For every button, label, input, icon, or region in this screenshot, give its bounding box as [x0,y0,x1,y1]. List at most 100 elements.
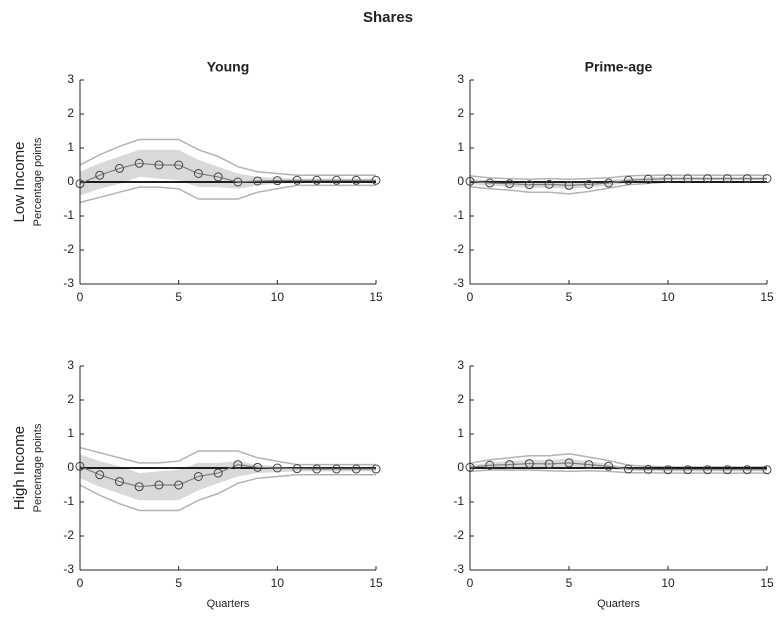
confidence-band [80,454,376,501]
estimate-point [663,174,673,184]
x-tick-label: 5 [566,290,573,304]
x-tick-label: 0 [77,290,84,304]
estimate-point [134,482,144,492]
y-axis-label: Percentage points [32,137,44,226]
estimate-point [584,179,594,189]
estimate-point [663,465,673,475]
y-tick-label: -1 [63,208,74,222]
x-tick-label: 10 [271,576,285,590]
estimate-point [623,464,633,474]
y-tick-label: -1 [453,208,464,222]
y-tick-label: -2 [453,528,464,542]
y-tick-label: -2 [63,528,74,542]
outer-bound [79,184,376,204]
y-tick-label: 2 [457,392,464,406]
y-tick-label: 0 [67,460,74,474]
estimate-point [312,464,322,474]
estimate-point [154,160,164,170]
estimate-point [332,175,342,185]
estimate-point [292,464,302,474]
y-axis-label: Percentage points [32,423,44,512]
estimate-point [174,480,184,490]
x-tick-label: 10 [271,290,285,304]
x-tick-label: 5 [175,576,182,590]
x-tick-label: 0 [77,576,84,590]
outer-bound [79,474,376,512]
y-tick-label: 0 [457,174,464,188]
row-label: Low Income [11,142,28,223]
estimate-point [253,462,263,472]
estimate-point [762,174,772,184]
y-tick-label: 2 [67,392,74,406]
estimate-point [114,477,124,487]
estimate-point [233,177,243,187]
estimate-point [95,170,105,180]
estimate-point [564,458,574,468]
estimate-point [485,460,495,470]
estimate-line [469,178,767,187]
y-tick-label: 1 [67,140,74,154]
y-tick-label: 1 [67,426,74,440]
y-tick-label: 3 [67,358,74,372]
estimate-point [505,179,515,189]
estimate-point [524,459,534,469]
x-tick-label: 10 [661,290,675,304]
estimate-point [703,465,713,475]
estimate-point [544,459,554,469]
y-tick-label: 1 [457,426,464,440]
estimate-point [524,180,534,190]
estimate-line [79,463,376,488]
y-tick-label: -1 [63,494,74,508]
estimate-point [505,460,515,470]
estimate-point [193,472,203,481]
estimate-point [174,160,184,170]
estimate-point [683,465,693,475]
y-tick-label: 1 [457,140,464,154]
panel-title: Young [207,59,250,75]
estimate-point [292,175,302,185]
confidence-band [80,149,376,196]
y-tick-label: -3 [63,276,74,290]
y-tick-label: 3 [67,72,74,86]
estimate-point [272,176,282,186]
x-tick-label: 10 [661,576,675,590]
estimate-point [742,174,752,184]
estimate-point [371,175,381,185]
estimate-point [213,468,223,478]
estimate-point [233,460,243,470]
y-tick-label: -1 [453,494,464,508]
estimate-point [193,169,203,178]
estimate-point [134,158,144,168]
estimate-point [722,174,732,184]
x-tick-label: 5 [175,290,182,304]
estimate-point [584,460,594,470]
estimate-point [742,465,752,475]
estimate-point [544,179,554,189]
estimate-point [762,465,772,475]
y-tick-label: -3 [453,562,464,576]
row-label: High Income [11,426,28,510]
estimate-point [485,178,495,188]
y-tick-label: -3 [63,562,74,576]
estimate-point [351,464,361,474]
y-tick-label: 3 [457,358,464,372]
x-tick-label: 15 [760,576,774,590]
estimate-point [312,175,322,185]
estimate-point [604,461,614,471]
x-axis-label: Quarters [207,598,250,610]
estimate-point [351,175,361,185]
outer-bound [469,174,767,181]
x-tick-label: 15 [760,290,774,304]
figure-title: Shares [363,9,413,26]
y-tick-label: 0 [457,460,464,474]
y-tick-label: 2 [67,106,74,120]
estimate-point [703,174,713,184]
y-tick-label: 2 [457,106,464,120]
estimate-point [604,178,614,188]
panel-title: Prime-age [585,59,653,75]
y-tick-label: -2 [63,242,74,256]
estimate-point [722,465,732,475]
x-tick-label: 15 [369,290,383,304]
estimate-point [643,464,653,474]
x-tick-label: 0 [467,576,474,590]
